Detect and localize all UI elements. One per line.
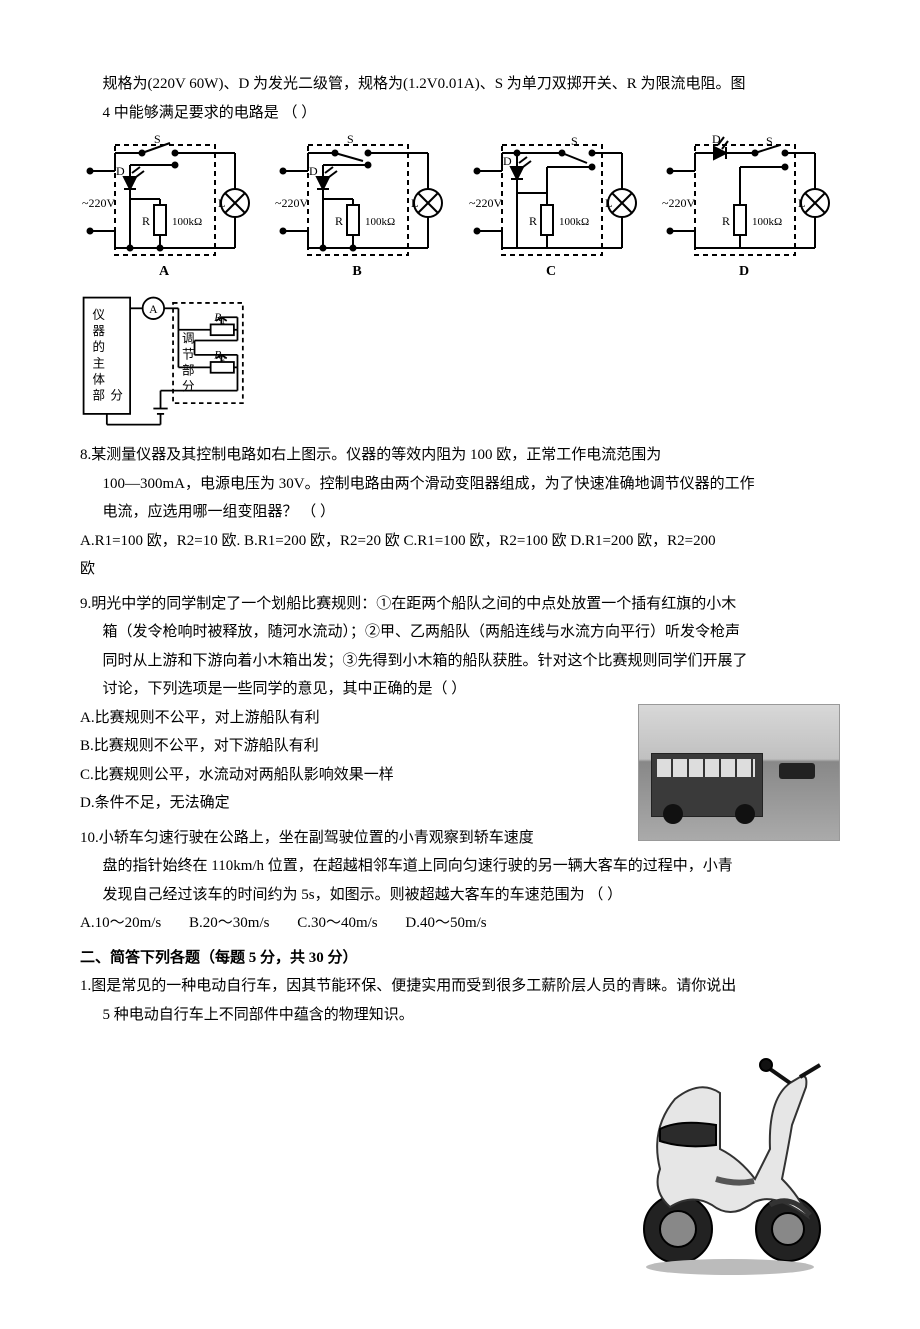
question-8: 8.某测量仪器及其控制电路如右上图示。仪器的等效内阻为 100 欧，正常工作电流…	[80, 441, 840, 584]
q8-line1: 某测量仪器及其控制电路如右上图示。仪器的等效内阻为 100 欧，正常工作电流范围…	[91, 447, 661, 463]
svg-text:R: R	[529, 214, 537, 228]
svg-text:~220V: ~220V	[469, 196, 502, 210]
section-2-heading: 二、简答下列各题（每题 5 分，共 30 分）	[80, 944, 840, 973]
q10-line2: 盘的指针始终在 110km/h 位置，在超越相邻车道上同向匀速行驶的另一辆大客车…	[80, 852, 840, 881]
q10-number: 10.	[80, 830, 99, 846]
q8-options-line2: 欧	[80, 555, 840, 584]
svg-text:D: D	[116, 164, 125, 178]
intro-line-2: 4 中能够满足要求的电路是 （ ）	[80, 99, 840, 128]
svg-text:L: L	[411, 196, 418, 210]
intro-line-1: 规格为(220V 60W)、D 为发光二级管，规格为(1.2V0.01A)、S …	[80, 70, 840, 99]
q8-line3: 电流，应选用哪一组变阻器？ （ ）	[80, 498, 840, 527]
s2q1-line2: 5 种电动自行车上不同部件中蕴含的物理知识。	[80, 1001, 840, 1030]
svg-text:A: A	[149, 303, 158, 316]
q9-number: 9.	[80, 596, 91, 612]
circuit-option-b: ~220V S D R 100kΩ L B	[273, 133, 453, 283]
svg-text:L: L	[605, 196, 612, 210]
svg-text:S: S	[571, 134, 578, 148]
question-9: 9.明光中学的同学制定了一个划船比赛规则：①在距两个船队之间的中点处放置一个插有…	[80, 590, 840, 818]
svg-text:体: 体	[93, 372, 106, 386]
svg-text:D: D	[712, 133, 721, 146]
svg-text:~220V: ~220V	[275, 196, 308, 210]
scooter-image	[620, 1029, 840, 1279]
circuit-option-d: ~220V S D R 100kΩ L D	[660, 133, 840, 283]
svg-text:S: S	[154, 133, 161, 146]
svg-text:R: R	[142, 214, 150, 228]
s2q1-line1: 图是常见的一种电动自行车，因其节能环保、便捷实用而受到很多工薪阶层人员的青睐。请…	[91, 978, 736, 994]
svg-text:部: 部	[93, 389, 106, 403]
svg-text:R: R	[722, 214, 730, 228]
svg-text:D: D	[503, 154, 512, 168]
q10-option-b: B.20～30m/s	[189, 915, 269, 931]
svg-text:100kΩ: 100kΩ	[752, 216, 782, 228]
svg-text:D: D	[739, 264, 749, 279]
q9-line1: 明光中学的同学制定了一个划船比赛规则：①在距两个船队之间的中点处放置一个插有红旗…	[91, 596, 736, 612]
svg-text:调: 调	[182, 331, 195, 345]
section2-question-1: 1.图是常见的一种电动自行车，因其节能环保、便捷实用而受到很多工薪阶层人员的青睐…	[80, 972, 840, 1283]
circuit-options-row: ~220V S D R 100kΩ L A	[80, 133, 840, 283]
svg-text:100kΩ: 100kΩ	[559, 216, 589, 228]
q10-line3: 发现自己经过该车的时间约为 5s，如图示。则被超越大客车的车速范围为 （ ）	[80, 881, 840, 910]
svg-text:R₁: R₁	[213, 311, 225, 324]
circuit-option-a: ~220V S D R 100kΩ L A	[80, 133, 260, 283]
svg-text:的: 的	[93, 339, 106, 354]
s2q1-number: 1.	[80, 978, 91, 994]
q10-options: A.10～20m/s B.20～30m/s C.30～40m/s D.40～50…	[80, 909, 840, 938]
svg-text:部: 部	[182, 364, 195, 378]
svg-text:L: L	[798, 196, 805, 210]
svg-text:分: 分	[110, 389, 123, 403]
svg-text:节: 节	[182, 347, 195, 361]
q10-option-a: A.10～20m/s	[80, 915, 161, 931]
q8-line2: 100—300mA，电源电压为 30V。控制电路由两个滑动变阻器组成，为了快速准…	[80, 470, 840, 499]
svg-text:D: D	[309, 164, 318, 178]
bus-photo	[638, 704, 840, 841]
q10-option-d: D.40～50m/s	[405, 915, 486, 931]
svg-text:R: R	[335, 214, 343, 228]
q10-option-c: C.30～40m/s	[297, 915, 377, 931]
q9-line2: 箱（发令枪响时被释放，随河水流动）；②甲、乙两船队（两船连线与水流方向平行）听发…	[80, 618, 840, 647]
q8-number: 8.	[80, 447, 91, 463]
q9-line3: 同时从上游和下游向着小木箱出发；③先得到小木箱的船队获胜。针对这个比赛规则同学们…	[80, 647, 840, 676]
q8-options-line1: A.R1=100 欧，R2=10 欧. B.R1=200 欧，R2=20 欧 C…	[80, 527, 840, 556]
svg-text:100kΩ: 100kΩ	[172, 216, 202, 228]
svg-text:A: A	[159, 264, 170, 279]
q10-line1: 小轿车匀速行驶在公路上，坐在副驾驶位置的小青观察到轿车速度	[99, 830, 534, 846]
q9-line4: 讨论，下列选项是一些同学的意见，其中正确的是（ ）	[80, 675, 840, 704]
svg-text:主: 主	[93, 356, 106, 370]
svg-text:C: C	[546, 264, 556, 279]
circuit-option-c: ~220V S D R 100kΩ L C	[467, 133, 647, 283]
svg-text:分: 分	[182, 380, 195, 394]
svg-text:S: S	[347, 133, 354, 146]
svg-text:~220V: ~220V	[662, 196, 695, 210]
svg-text:B: B	[353, 264, 362, 279]
instrument-diagram: A R₁ R₂ 仪 器 的 主 体 部 分 调 节 部 分	[80, 287, 250, 437]
svg-text:100kΩ: 100kΩ	[365, 216, 395, 228]
source-label: ~220V	[82, 196, 115, 210]
svg-text:仪: 仪	[93, 308, 106, 322]
svg-text:S: S	[766, 134, 773, 148]
svg-text:器: 器	[93, 324, 106, 338]
question-10: 10.小轿车匀速行驶在公路上，坐在副驾驶位置的小青观察到轿车速度 盘的指针始终在…	[80, 824, 840, 938]
svg-text:L: L	[218, 196, 225, 210]
svg-text:R₂: R₂	[213, 348, 225, 361]
